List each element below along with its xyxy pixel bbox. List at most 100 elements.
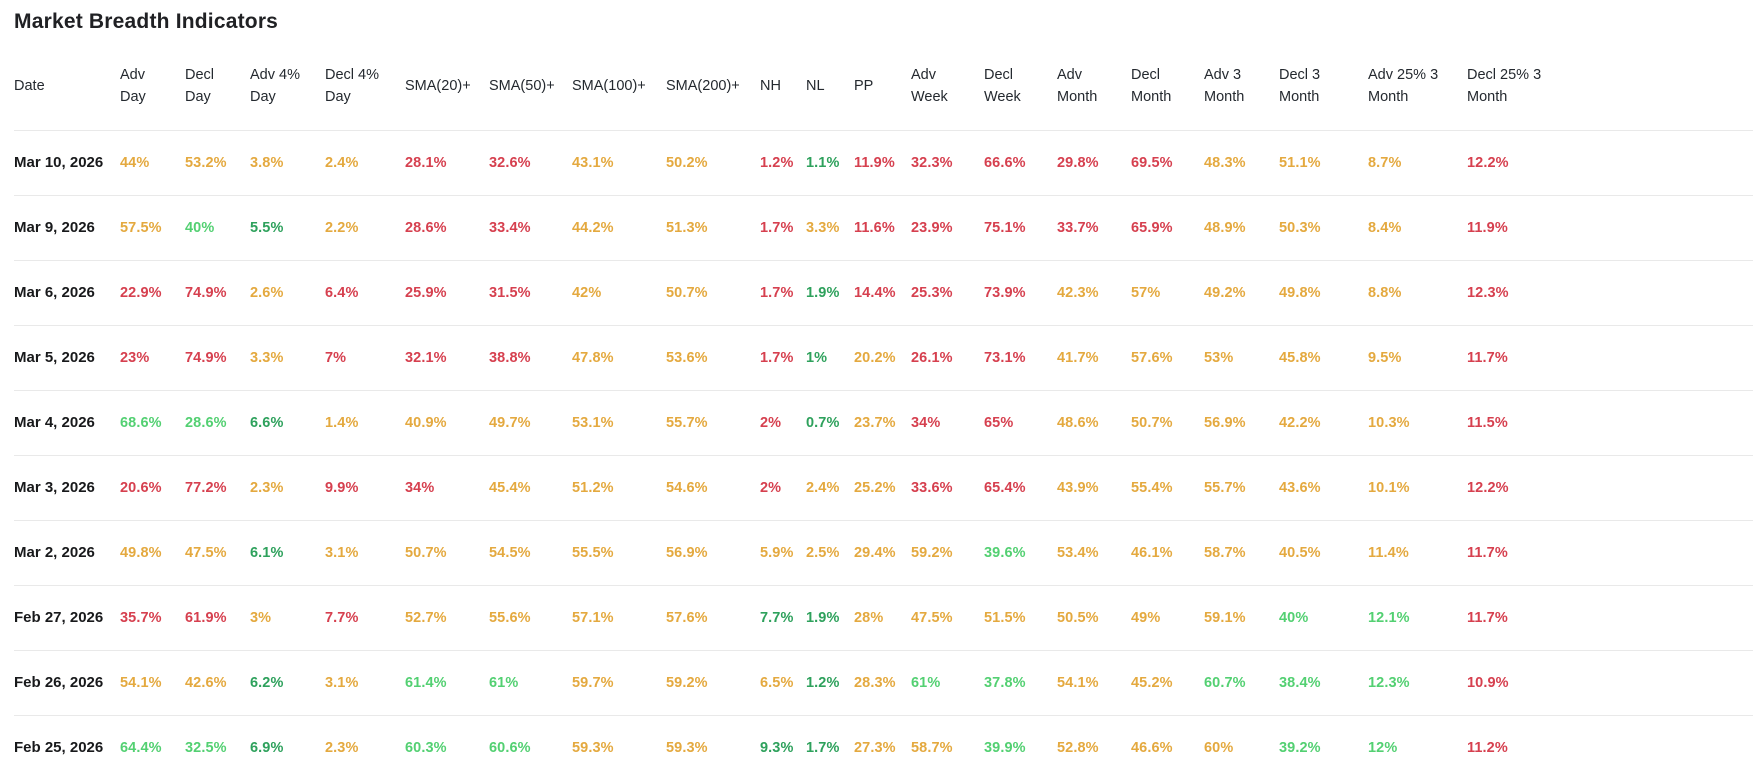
table-cell: 59.3% [666, 714, 760, 779]
table-cell: 7.7% [760, 584, 806, 650]
table-cell: 12% [1368, 714, 1467, 779]
table-cell: 58.7% [1204, 519, 1279, 585]
table-cell: 39.2% [1279, 714, 1368, 779]
column-header: Date [14, 77, 45, 94]
table-cell: 33.6% [911, 454, 984, 520]
table-cell: 1% [806, 324, 854, 390]
table-cell: 50.7% [405, 519, 489, 585]
table-cell: 45.4% [489, 454, 572, 520]
table-cell: 60.7% [1204, 649, 1279, 715]
table-cell: 50.7% [1131, 389, 1204, 455]
column-header: PP [854, 77, 874, 94]
table-cell: 22.9% [120, 259, 185, 325]
table-cell: 34% [911, 389, 984, 455]
table-cell: 58.7% [911, 714, 984, 779]
table-row: Mar 10, 2026 44% 53.2% 3.8% 2.4% 28.1% 32.6% 43… [14, 129, 1753, 195]
table-cell: 33.7% [1057, 194, 1131, 260]
table-cell: 40% [1279, 584, 1368, 650]
table-cell: 1.2% [760, 129, 806, 195]
table-cell: 52.7% [405, 584, 489, 650]
table-cell: 50.3% [1279, 194, 1368, 260]
row-date: Feb 25, 2026 [14, 714, 120, 779]
table-cell: 44% [120, 129, 185, 195]
table-cell: 74.9% [185, 259, 250, 325]
table-cell: 2.3% [325, 714, 405, 779]
table-cell: 57.5% [120, 194, 185, 260]
table-cell: 39.6% [984, 519, 1057, 585]
table-cell: 53% [1204, 324, 1279, 390]
table-cell: 43.1% [572, 129, 666, 195]
table-cell: 74.9% [185, 324, 250, 390]
table-cell: 3.3% [806, 194, 854, 260]
table-cell: 55.7% [666, 389, 760, 455]
column-header: SMA(50)+ [489, 77, 555, 94]
table-cell: 20.6% [120, 454, 185, 520]
table-row: Mar 9, 2026 57.5% 40% 5.5% 2.2% 28.6% 33.4% 44.… [14, 194, 1753, 260]
table-cell: 35.7% [120, 584, 185, 650]
market-breadth-table: Date Adv Day Decl Day Adv 4% Day Decl 4% Day… [14, 44, 1753, 779]
table-cell: 46.1% [1131, 519, 1204, 585]
column-header: Decl 3 Month [1279, 67, 1321, 105]
column-header: Adv 3 Month [1204, 67, 1245, 105]
table-cell: 55.4% [1131, 454, 1204, 520]
table-cell: 1.7% [760, 324, 806, 390]
column-header: Decl Week [984, 67, 1021, 105]
table-cell: 3.8% [250, 129, 325, 195]
table-cell: 2.5% [806, 519, 854, 585]
table-cell: 50.2% [666, 129, 760, 195]
table-cell: 61% [911, 649, 984, 715]
table-cell: 37.8% [984, 649, 1057, 715]
table-cell: 2.4% [325, 129, 405, 195]
page-title: Market Breadth Indicators [14, 10, 279, 33]
table-cell: 6.1% [250, 519, 325, 585]
table-cell: 11.2% [1467, 714, 1753, 779]
table-cell: 65% [984, 389, 1057, 455]
table-cell: 43.9% [1057, 454, 1131, 520]
table-cell: 40% [185, 194, 250, 260]
row-date: Mar 5, 2026 [14, 324, 120, 390]
table-cell: 51.5% [984, 584, 1057, 650]
table-cell: 12.2% [1467, 129, 1753, 195]
table-header: Date Adv Day Decl Day Adv 4% Day Decl 4% Day… [14, 44, 1753, 130]
table-cell: 44.2% [572, 194, 666, 260]
table-cell: 6.2% [250, 649, 325, 715]
table-cell: 23% [120, 324, 185, 390]
table-cell: 75.1% [984, 194, 1057, 260]
table-cell: 56.9% [666, 519, 760, 585]
table-cell: 7.7% [325, 584, 405, 650]
table-cell: 23.9% [911, 194, 984, 260]
table-cell: 29.4% [854, 519, 911, 585]
table-cell: 1.7% [760, 194, 806, 260]
table-row: Mar 5, 2026 23% 74.9% 3.3% 7% 32.1% 38.8% 47.8%… [14, 324, 1753, 390]
table-cell: 34% [405, 454, 489, 520]
column-header: NH [760, 77, 781, 94]
row-date: Mar 9, 2026 [14, 194, 120, 260]
table-cell: 32.6% [489, 129, 572, 195]
table-cell: 6.4% [325, 259, 405, 325]
column-header: Decl Day [185, 67, 215, 105]
table-cell: 11.7% [1467, 519, 1753, 585]
table-cell: 0.7% [806, 389, 854, 455]
table-cell: 11.7% [1467, 584, 1753, 650]
table-cell: 28% [854, 584, 911, 650]
row-date: Mar 2, 2026 [14, 519, 120, 585]
table-cell: 1.4% [325, 389, 405, 455]
table-cell: 48.3% [1204, 129, 1279, 195]
table-cell: 11.4% [1368, 519, 1467, 585]
column-header: Adv Month [1057, 67, 1098, 105]
column-header: Decl 4% Day [325, 67, 379, 105]
table-cell: 1.9% [806, 584, 854, 650]
table-cell: 59.3% [572, 714, 666, 779]
table-cell: 27.3% [854, 714, 911, 779]
column-header: SMA(100)+ [572, 77, 646, 94]
table-cell: 52.8% [1057, 714, 1131, 779]
table-cell: 10.9% [1467, 649, 1753, 715]
table-cell: 60.6% [489, 714, 572, 779]
column-header: Adv 25% 3 Month [1368, 67, 1439, 105]
table-cell: 33.4% [489, 194, 572, 260]
table-cell: 54.5% [489, 519, 572, 585]
table-cell: 11.5% [1467, 389, 1753, 455]
table-cell: 3% [250, 584, 325, 650]
table-cell: 59.2% [666, 649, 760, 715]
table-cell: 45.2% [1131, 649, 1204, 715]
